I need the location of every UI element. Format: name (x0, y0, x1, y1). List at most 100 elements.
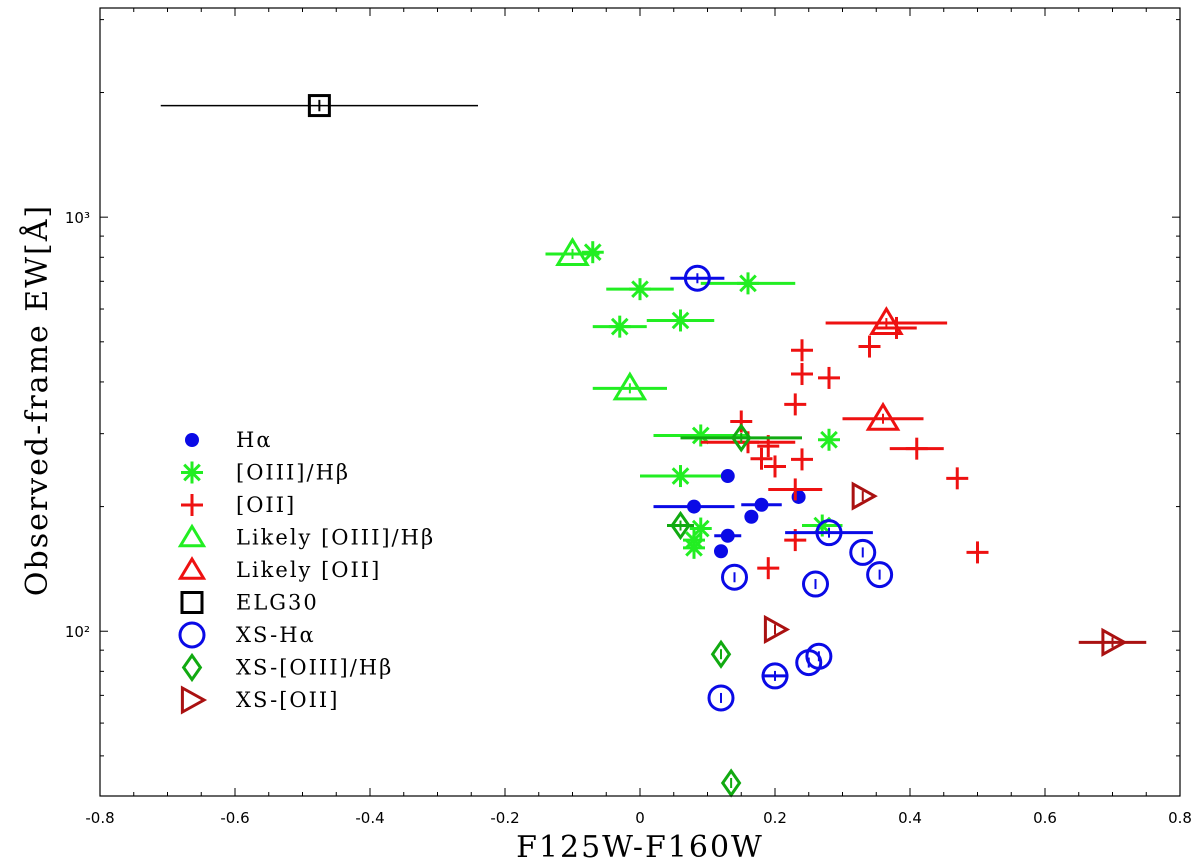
legend-label: ELG30 (236, 591, 319, 615)
point-oii (966, 541, 989, 564)
point-h-alpha (720, 528, 735, 543)
legend-label: Hα (236, 428, 273, 452)
legend-label: XS-Hα (236, 623, 316, 647)
point-xs-oiii-hbeta (731, 423, 752, 453)
legend-marker-oii (181, 494, 203, 516)
x-tick-label: 0.2 (763, 809, 787, 827)
point-xs-h-alpha (761, 662, 789, 690)
point-h-alpha (720, 469, 735, 484)
point-oii (791, 448, 813, 471)
point-oii (784, 478, 807, 501)
point-h-alpha (754, 497, 769, 512)
legend-label: Likely [OIII]/Hβ (236, 526, 435, 550)
legend-item-xs-h-alpha: XS-Hα (178, 621, 316, 649)
point-xs-h-alpha (849, 538, 877, 566)
point-elg30 (307, 94, 331, 118)
point-oii (791, 363, 813, 386)
legend-marker-xs-h-alpha (178, 621, 206, 649)
point-oii (946, 467, 969, 490)
series-oiii-hbeta (581, 241, 843, 559)
x-tick-label: -0.4 (355, 809, 384, 827)
point-oiii-hbeta (669, 465, 692, 488)
legend-label: [OIII]/Hβ (236, 461, 350, 485)
point-oiii-hbeta (689, 424, 712, 447)
x-tick-label: -0.2 (490, 809, 519, 827)
point-oiii-hbeta (669, 309, 692, 332)
point-xs-h-alpha (707, 684, 735, 712)
point-oii (784, 393, 807, 416)
legend-marker-h-alpha (185, 433, 199, 447)
point-xs-h-alpha (721, 563, 748, 591)
point-oiii-hbeta (683, 536, 705, 559)
y-axis-title: Observed-frame EW[Å] (19, 204, 55, 596)
legend-marker-xs-oiii-hbeta (181, 652, 203, 683)
legend-item-xs-oiii-hbeta: XS-[OIII]/Hβ (181, 652, 393, 683)
x-tick-label: -0.6 (220, 809, 249, 827)
point-xs-h-alpha (683, 264, 711, 292)
point-likely-oii (865, 401, 901, 431)
series-elg30 (160, 94, 478, 118)
point-xs-oii (851, 481, 878, 511)
point-xs-h-alpha (795, 649, 823, 677)
point-h-alpha (687, 499, 701, 514)
point-oii (905, 437, 928, 460)
series-xs-oiii-hbeta (667, 423, 802, 798)
point-oiii-hbeta (689, 517, 712, 540)
x-tick-label: 0.8 (1168, 809, 1192, 827)
point-h-alpha (744, 509, 759, 524)
x-tick-label: 0 (635, 809, 645, 827)
point-h-alpha (714, 544, 728, 559)
legend-label: XS-[OIII]/Hβ (236, 656, 393, 680)
x-tick-label: 0.6 (1033, 809, 1057, 827)
plot-area (160, 94, 1147, 798)
legend: Hα [OIII]/Hβ [OII] Likely [OIII]/Hβ Likely [… (177, 428, 435, 715)
y-tick-label: 10² (65, 623, 90, 641)
series-likely-oii (825, 306, 948, 431)
axes: -0.8 -0.6 -0.4 -0.2 0 0.2 0.4 0.6 0.8 10² 10³ (65, 7, 1192, 827)
legend-marker-elg30 (180, 591, 204, 614)
point-xs-oiii-hbeta (710, 639, 732, 669)
point-xs-oii (763, 614, 791, 644)
point-xs-h-alpha (815, 519, 843, 547)
legend-item-likely-oiii-hbeta: Likely [OIII]/Hβ (177, 523, 435, 550)
point-likely-oiii-hbeta (612, 371, 648, 401)
series-xs-h-alpha (670, 264, 894, 712)
point-oiii-hbeta (581, 241, 604, 264)
legend-item-oii: [OII] (181, 493, 296, 517)
point-likely-oii (869, 306, 904, 336)
point-oii (858, 335, 881, 358)
legend-item-h-alpha: Hα (185, 428, 273, 452)
legend-marker-oiii-hbeta (181, 461, 203, 484)
x-tick-label: -0.8 (85, 809, 114, 827)
point-oii (791, 339, 813, 362)
legend-item-xs-oii: XS-[OII] (180, 685, 339, 715)
point-oiii-hbeta (737, 272, 759, 295)
point-oii (730, 410, 753, 433)
point-oii (818, 366, 840, 389)
legend-item-oiii-hbeta: [OIII]/Hβ (181, 461, 350, 485)
point-oiii-hbeta (608, 315, 631, 338)
point-oii (757, 557, 780, 580)
point-xs-h-alpha (802, 570, 829, 598)
series-xs-oii (763, 481, 1147, 657)
point-oiii-hbeta (818, 428, 840, 451)
point-oii (750, 447, 773, 470)
legend-marker-likely-oiii-hbeta (177, 523, 207, 548)
legend-label: [OII] (236, 493, 296, 517)
y-tick-label: 10³ (65, 209, 90, 227)
x-axis-title: F125W-F160W (516, 830, 764, 860)
point-likely-oiii-hbeta (555, 237, 590, 266)
point-xs-oiii-hbeta (670, 510, 691, 541)
x-tick-label: 0.4 (898, 809, 922, 827)
point-xs-oii (1101, 627, 1128, 657)
point-oii (764, 455, 786, 478)
point-xs-h-alpha (866, 561, 894, 589)
legend-item-elg30: ELG30 (180, 591, 319, 615)
series-h-alpha (653, 469, 806, 559)
legend-label: XS-[OII] (236, 688, 339, 712)
legend-marker-likely-oii (177, 556, 207, 580)
point-oiii-hbeta (629, 278, 651, 301)
point-xs-oiii-hbeta (720, 768, 742, 798)
point-h-alpha (791, 489, 806, 504)
